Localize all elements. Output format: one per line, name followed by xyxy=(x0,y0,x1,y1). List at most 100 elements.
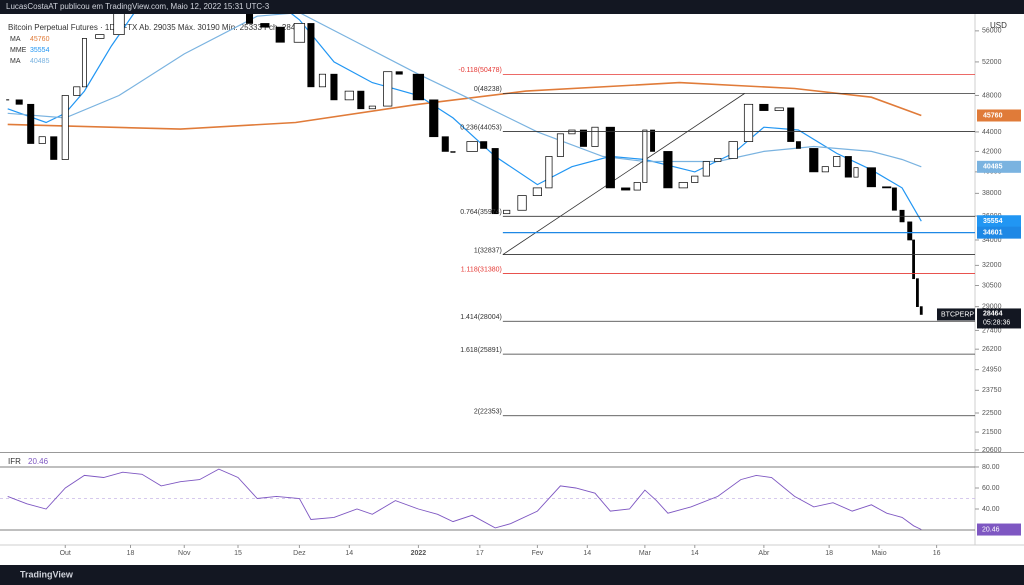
candle xyxy=(568,129,576,135)
legend-value: 40485 xyxy=(30,58,50,65)
candle xyxy=(759,103,769,111)
y-tick-label: 21500 xyxy=(982,429,1002,436)
candle xyxy=(650,129,656,152)
candle xyxy=(95,34,105,39)
candle xyxy=(833,156,841,168)
candle xyxy=(866,167,876,188)
fib-label: 1(32837) xyxy=(474,247,502,254)
legend-name: MA xyxy=(10,58,21,65)
candle xyxy=(466,141,478,152)
candle xyxy=(556,133,564,157)
candle xyxy=(73,86,81,96)
candle xyxy=(441,136,449,152)
candle xyxy=(383,71,393,107)
rsi-tag-label: 20.46 xyxy=(982,526,1000,533)
candle xyxy=(787,107,795,142)
brand: TradingView xyxy=(20,569,74,579)
candle xyxy=(61,95,69,160)
x-tick-label: 14 xyxy=(583,550,591,557)
candle xyxy=(245,14,254,24)
candle xyxy=(532,187,542,196)
fib-label: 1.618(25891) xyxy=(460,347,502,354)
candle xyxy=(412,73,425,101)
top-bar xyxy=(0,0,1024,14)
candle xyxy=(368,105,376,110)
candle xyxy=(714,158,722,162)
x-tick-label: 16 xyxy=(933,550,941,557)
y-tick-label: 80.00 xyxy=(982,464,1000,471)
candle xyxy=(307,23,315,88)
x-tick-label: 14 xyxy=(691,550,699,557)
candle xyxy=(260,23,270,28)
candle xyxy=(809,148,819,173)
fib-label: -0.118(50478) xyxy=(458,67,501,74)
candle xyxy=(821,166,829,173)
candle xyxy=(113,14,125,35)
candle xyxy=(702,161,710,177)
candle xyxy=(774,107,784,111)
candle xyxy=(395,71,403,75)
moving-average xyxy=(7,81,922,130)
y-tick-label: 20600 xyxy=(982,447,1002,454)
rsi-line xyxy=(7,468,922,530)
overlay: 5600052000480004400042000400003800036000… xyxy=(0,28,1021,557)
y-tick-label: 38000 xyxy=(982,190,1002,197)
candle xyxy=(503,209,511,215)
price-tag xyxy=(977,160,1021,173)
symbol-tag xyxy=(937,308,975,321)
x-tick-label: Out xyxy=(60,550,71,557)
candle xyxy=(853,167,859,178)
candle xyxy=(293,23,306,43)
candle xyxy=(907,221,913,241)
y-tick-label: 23750 xyxy=(982,387,1002,394)
candle xyxy=(429,99,439,138)
x-tick-label: Fev xyxy=(532,550,544,557)
candle xyxy=(38,136,46,144)
candle xyxy=(743,103,754,142)
candle xyxy=(663,151,673,189)
fib-label: 2(22353) xyxy=(474,409,502,416)
candle xyxy=(517,195,527,211)
fib-label: 0.236(44053) xyxy=(460,124,502,131)
candle xyxy=(891,187,897,211)
fib-label: 1.118(31380) xyxy=(461,266,502,273)
candle xyxy=(882,186,892,189)
fib-label: 0(48238) xyxy=(474,86,502,93)
candle xyxy=(344,90,354,101)
candle xyxy=(591,126,599,147)
countdown: 05:28:36 xyxy=(983,319,1010,326)
candle xyxy=(318,73,326,88)
y-tick-label: 34000 xyxy=(982,237,1002,244)
candle xyxy=(330,73,338,101)
candle xyxy=(728,141,738,159)
candle xyxy=(545,156,553,189)
header-text: LucasCostaAT publicou em TradingView.com… xyxy=(6,2,270,11)
candle xyxy=(642,129,648,183)
fib-label: 0.764(35974) xyxy=(460,209,502,216)
trendline xyxy=(502,93,745,255)
x-tick-label: Dez xyxy=(293,550,306,557)
candle xyxy=(50,136,58,160)
x-tick-label: Abr xyxy=(758,550,770,557)
x-tick-label: 15 xyxy=(234,550,242,557)
price-tag-label: 28464 xyxy=(983,310,1003,317)
chart-title: Bitcoin Perpetual Futures · 1D · FTX Ab.… xyxy=(8,23,305,32)
x-tick-label: 17 xyxy=(476,550,484,557)
candle xyxy=(450,151,456,153)
symbol-tag-label: BTCPERP xyxy=(941,311,974,318)
y-tick-label: 29000 xyxy=(982,303,1002,310)
candle xyxy=(81,38,87,88)
y-tick-label: 40.00 xyxy=(982,506,1000,513)
rsi-value: 20.46 xyxy=(28,457,49,466)
price-tag-label: 40485 xyxy=(983,164,1003,171)
bottom-bar xyxy=(0,565,1024,585)
moving-average xyxy=(7,14,922,222)
x-tick-label: 2022 xyxy=(411,550,427,557)
y-tick-label: 26200 xyxy=(982,346,1002,353)
legend-name: MME xyxy=(10,47,27,54)
y-tick-label: 44000 xyxy=(982,129,1002,136)
candle xyxy=(579,129,587,147)
x-tick-label: 14 xyxy=(345,550,353,557)
